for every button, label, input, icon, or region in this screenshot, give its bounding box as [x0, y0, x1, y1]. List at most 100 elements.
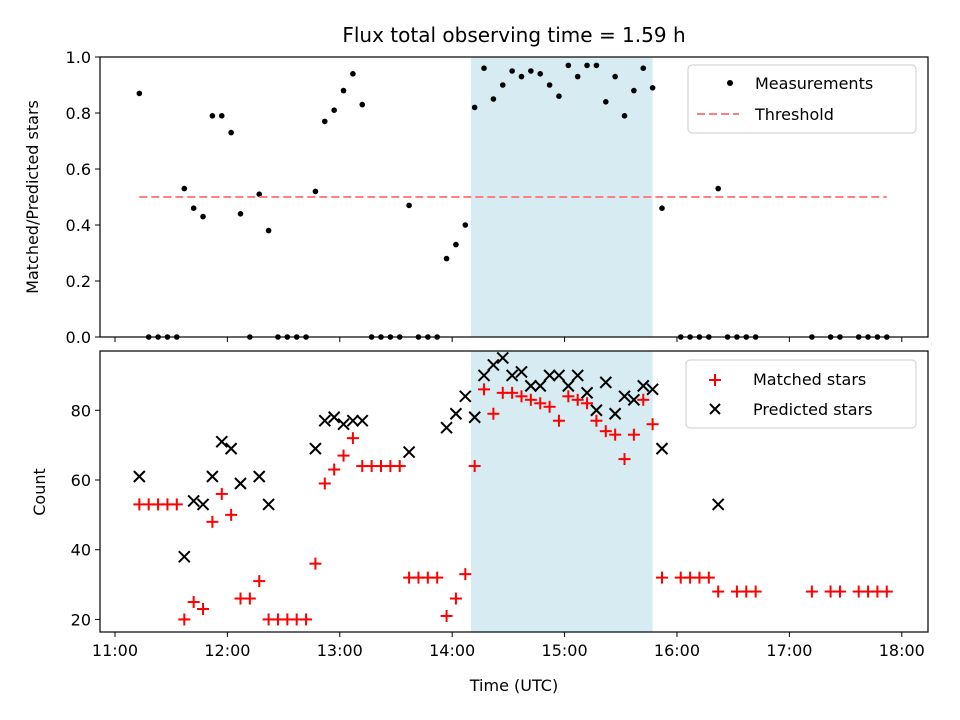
measurements-point-29	[406, 202, 412, 209]
predicted-stars-point-8	[253, 470, 266, 483]
predicted-stars-point-7	[234, 477, 247, 490]
bottom-panel-x-ticks: 11:00 12:00 13:00 14:00 15:00 16:00 17:00 18:00	[92, 632, 925, 660]
matched-stars-point-13	[253, 575, 266, 588]
predicted-stars-point-36	[618, 390, 631, 403]
matched-stars-point-32	[431, 571, 444, 584]
legend-predicted-label: Predicted stars	[753, 400, 873, 419]
predicted-stars-point-38	[637, 379, 650, 393]
predicted-stars-point-16	[402, 445, 416, 459]
matched-stars-point-5	[178, 613, 191, 626]
matched-stars-point-6	[187, 596, 200, 609]
predicted-stars-point-35	[608, 407, 622, 420]
predicted-stars-point-13	[337, 418, 350, 431]
measurements-point-45	[556, 93, 562, 99]
matched-stars-point-65	[805, 585, 818, 598]
measurements-point-9	[218, 113, 225, 119]
measurements-point-10	[228, 129, 234, 136]
measurements-point-7	[200, 213, 206, 220]
measurements-point-24	[359, 101, 366, 108]
matched-stars-point-8	[206, 515, 219, 528]
measurements-point-47	[574, 73, 581, 80]
measurements-point-52	[621, 113, 628, 119]
measurements-point-40	[509, 68, 515, 74]
predicted-stars-point-18	[449, 407, 463, 420]
measurements-point-19	[312, 188, 319, 195]
matched-stars-point-55	[646, 418, 659, 431]
x-tick-label-1: 12:00	[204, 641, 250, 660]
bottom-panel-y-ticks: 20 40 60 80	[71, 401, 100, 629]
measurements-point-41	[518, 73, 525, 80]
matched-stars-point-20	[318, 477, 331, 490]
top-panel-x-ticks	[114, 337, 903, 342]
matched-stars-point-21	[328, 463, 341, 476]
legend-matched-marker	[709, 374, 721, 386]
top-y-tick-label-5: 1.0	[66, 48, 91, 67]
measurements-point-6	[190, 205, 197, 211]
legend-threshold-label: Threshold	[754, 105, 834, 124]
measurements-point-11	[237, 211, 244, 217]
bottom-panel-series	[133, 351, 893, 626]
matched-stars-point-40	[506, 386, 519, 399]
measurements-point-50	[602, 99, 609, 105]
matched-stars-point-46	[562, 390, 575, 403]
matched-stars-point-38	[487, 407, 500, 420]
predicted-stars-point-19	[459, 390, 472, 403]
matched-stars-point-34	[449, 592, 462, 605]
measurements-point-56	[659, 205, 665, 211]
measurements-point-61	[715, 185, 721, 192]
matched-stars-point-10	[225, 508, 238, 521]
predicted-stars-point-23	[496, 351, 509, 365]
predicted-stars-point-6	[224, 442, 238, 455]
predicted-stars-point-32	[580, 386, 594, 400]
predicted-stars-point-30	[562, 379, 575, 393]
matched-stars-point-22	[337, 449, 350, 462]
measurements-point-13	[256, 191, 263, 197]
matched-stars-point-12	[243, 592, 256, 605]
bottom-y-tick-label-0: 20	[71, 610, 91, 629]
predicted-stars-point-27	[534, 379, 547, 393]
x-tick-label-0: 11:00	[92, 641, 138, 660]
x-tick-label-7: 18:00	[879, 641, 925, 660]
predicted-stars-point-37	[627, 393, 641, 407]
matched-stars-point-50	[599, 425, 612, 438]
predicted-stars-point-20	[468, 411, 481, 424]
predicted-stars-point-15	[356, 414, 369, 427]
predicted-stars-point-40	[655, 442, 669, 455]
matched-stars-point-71	[880, 585, 893, 598]
top-y-tick-label-4: 0.8	[66, 104, 91, 123]
matched-stars-point-28	[393, 460, 406, 473]
legend-measurements-label: Measurements	[755, 74, 873, 93]
matched-stars-point-23	[346, 432, 359, 445]
matched-stars-point-45	[552, 414, 565, 427]
top-y-tick-label-3: 0.6	[66, 160, 91, 179]
matched-stars-point-41	[515, 390, 528, 403]
matched-stars-point-49	[590, 414, 603, 427]
measurements-point-48	[584, 62, 590, 69]
x-axis-label: Time (UTC)	[469, 676, 558, 695]
predicted-stars-point-11	[318, 414, 332, 427]
bottom-panel-frame	[99, 350, 929, 633]
top-y-tick-label-2: 0.4	[66, 216, 91, 235]
measurements-point-21	[331, 107, 337, 113]
x-tick-label-3: 14:00	[429, 641, 475, 660]
predicted-stars-point-4	[206, 470, 219, 483]
matched-stars-point-36	[468, 460, 481, 473]
predicted-stars-point-21	[477, 369, 491, 382]
chart-title: Flux total observing time = 1.59 h	[342, 23, 685, 47]
matched-stars-point-43	[534, 397, 547, 410]
measurements-point-53	[631, 87, 637, 94]
measurements-point-0	[136, 90, 143, 97]
matched-stars-point-7	[197, 602, 210, 615]
measurements-point-37	[481, 65, 487, 71]
legend-predicted-marker	[709, 403, 721, 415]
legend-matched-label: Matched stars	[753, 370, 866, 389]
legend-measurements-marker	[727, 80, 733, 86]
predicted-stars-point-26	[524, 379, 538, 393]
matched-stars-point-37	[478, 383, 491, 396]
measurements-point-34	[453, 241, 459, 248]
matched-stars-point-35	[459, 568, 472, 581]
predicted-stars-point-17	[440, 421, 453, 434]
matched-stars-point-64	[749, 585, 762, 598]
measurements-point-5	[181, 185, 188, 192]
